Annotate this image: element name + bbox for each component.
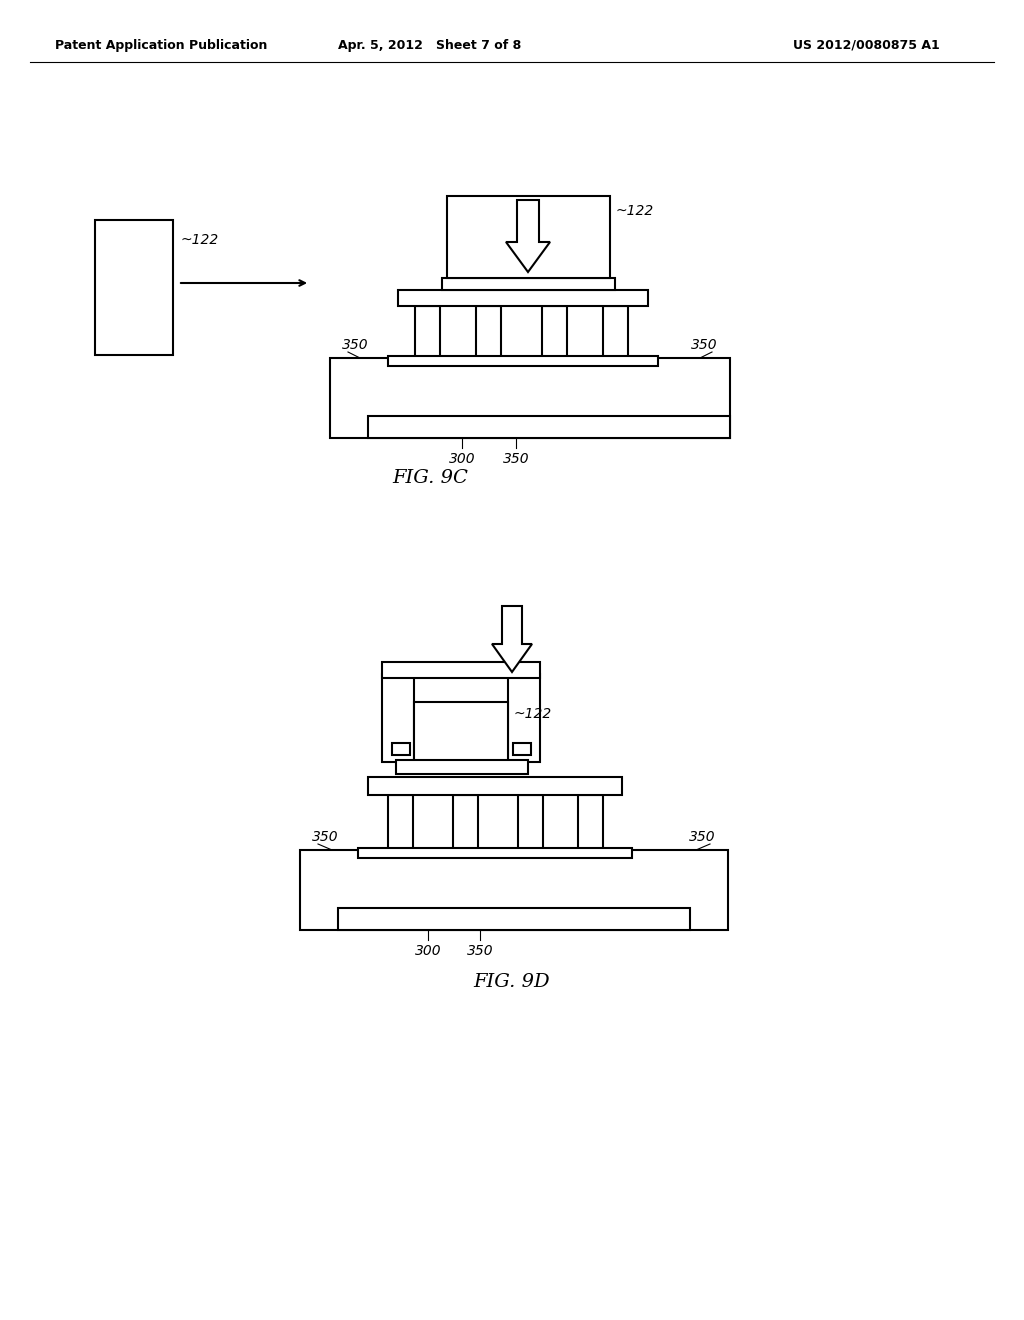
Text: 300: 300 (449, 451, 475, 466)
Text: Apr. 5, 2012   Sheet 7 of 8: Apr. 5, 2012 Sheet 7 of 8 (338, 38, 521, 51)
Text: 350: 350 (342, 338, 369, 352)
Bar (442, 279, 615, 290)
Polygon shape (506, 201, 550, 272)
Bar (476, 306, 501, 358)
Bar (414, 702, 508, 762)
Bar (388, 795, 413, 850)
Text: FIG. 9C: FIG. 9C (392, 469, 468, 487)
Text: 350: 350 (503, 451, 529, 466)
Bar (330, 358, 730, 438)
Bar (603, 306, 628, 358)
Bar (447, 195, 610, 279)
Text: ~122: ~122 (181, 234, 219, 247)
Bar (415, 306, 440, 358)
Bar (95, 220, 173, 355)
Polygon shape (492, 606, 532, 672)
Text: FIG. 9D: FIG. 9D (474, 973, 550, 991)
Bar (382, 675, 414, 762)
Bar (508, 675, 540, 762)
Bar (513, 743, 531, 755)
Bar (453, 795, 478, 850)
Text: US 2012/0080875 A1: US 2012/0080875 A1 (794, 38, 940, 51)
Text: 350: 350 (689, 830, 716, 843)
Bar (578, 795, 603, 850)
Text: 300: 300 (415, 944, 441, 958)
Bar (392, 743, 410, 755)
Bar (542, 306, 567, 358)
Text: ~122: ~122 (514, 708, 552, 721)
Bar (300, 850, 728, 931)
Bar (358, 847, 632, 858)
Bar (518, 795, 543, 850)
Text: 350: 350 (691, 338, 718, 352)
Bar (368, 777, 622, 795)
Bar (388, 356, 658, 366)
Bar (382, 663, 540, 678)
Bar (368, 416, 730, 438)
Bar (338, 908, 690, 931)
Text: 350: 350 (467, 944, 494, 958)
Text: Patent Application Publication: Patent Application Publication (55, 38, 267, 51)
Bar (396, 760, 528, 774)
Text: ~122: ~122 (616, 205, 654, 218)
Text: 350: 350 (312, 830, 339, 843)
Bar (398, 290, 648, 306)
